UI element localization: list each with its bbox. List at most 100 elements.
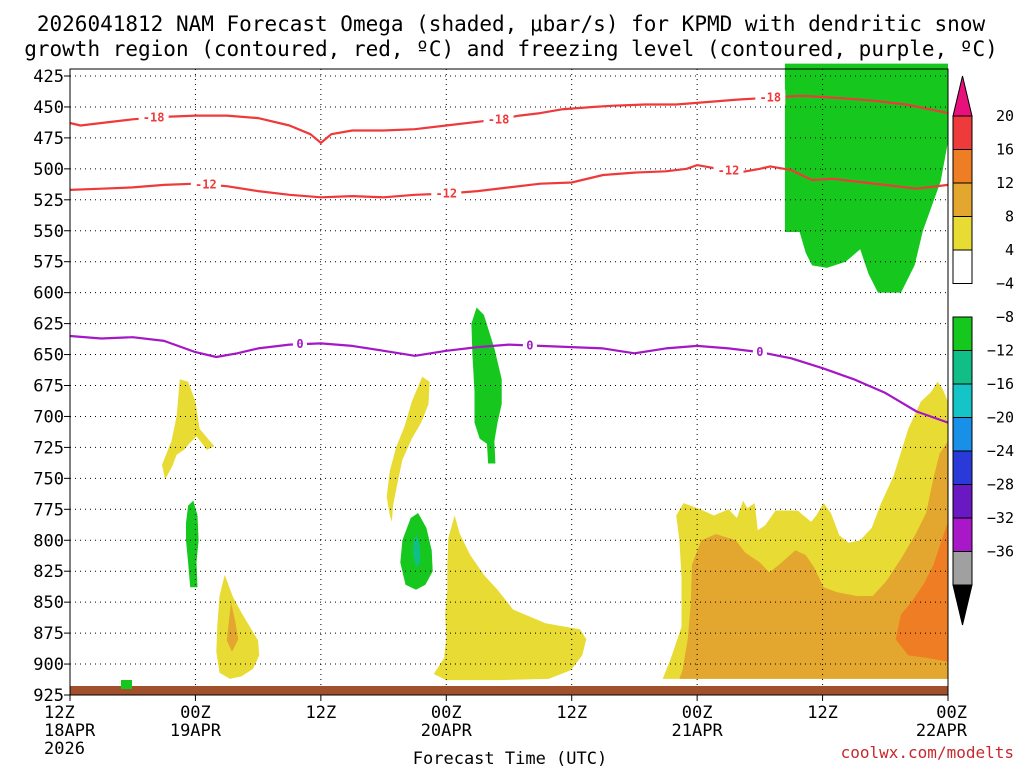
x-tick-label: 12Z bbox=[305, 703, 336, 723]
colorbar-swatch bbox=[952, 316, 973, 351]
contour-label-bg bbox=[292, 336, 307, 352]
colorbar-label: −16 bbox=[987, 375, 1014, 393]
contour-label: 0 bbox=[756, 345, 763, 359]
x-tick-label: 12Z bbox=[807, 703, 838, 723]
colorbar-label: −36 bbox=[987, 543, 1014, 561]
contour-label: -18 bbox=[759, 91, 781, 105]
x-tick-date: 19APR bbox=[170, 721, 222, 741]
x-tick-label: 00Z bbox=[936, 703, 967, 723]
ground-terrain bbox=[70, 686, 948, 695]
colorbar-label: 12 bbox=[996, 174, 1014, 192]
colorbar-swatch bbox=[952, 517, 973, 552]
colorbar-swatch bbox=[952, 216, 973, 251]
contour-label: 0 bbox=[526, 338, 533, 352]
x-tick-date: 21APR bbox=[672, 721, 724, 741]
omega-region-m bbox=[895, 521, 948, 662]
colorbar-swatch bbox=[952, 383, 973, 418]
y-tick-label: 675 bbox=[33, 377, 64, 397]
contour-label-bg bbox=[713, 162, 744, 178]
colorbar: 20 16 12 8 4 −4 −8 −12 −16 −20 −24 −28 −32 −36 bbox=[952, 75, 1014, 626]
chart-title-line1: 2026041812 NAM Forecast Omega (shaded, μ… bbox=[37, 12, 986, 36]
y-tick-label: 575 bbox=[33, 253, 64, 273]
x-tick-date: 22APR bbox=[916, 721, 968, 741]
contour-label-bg bbox=[138, 109, 169, 125]
omega-region-h bbox=[412, 534, 421, 568]
y-tick-label: 475 bbox=[33, 129, 64, 149]
y-axis-ticks: 425 450 475 500 525 550 575 600 625 650 675 700 725 7… bbox=[33, 67, 70, 706]
omega-region-d bbox=[216, 574, 260, 679]
contour-freezing-level bbox=[69, 334, 949, 424]
contour-label: -12 bbox=[195, 178, 217, 192]
contour-label: -18 bbox=[143, 111, 165, 125]
colorbar-label: −20 bbox=[987, 409, 1014, 427]
colorbar-swatch bbox=[952, 249, 973, 284]
x-tick-label: 00Z bbox=[682, 703, 713, 723]
contour-label-bg bbox=[755, 89, 786, 105]
omega-shading-layer bbox=[162, 63, 948, 681]
y-tick-label: 700 bbox=[33, 407, 64, 427]
x-tick-date: 20APR bbox=[421, 721, 473, 741]
colorbar-label: 20 bbox=[996, 107, 1014, 125]
colorbar-label: 4 bbox=[1005, 241, 1014, 259]
omega-region-b bbox=[162, 379, 215, 480]
chart-title-line2: growth region (contoured, red, ºC) and f… bbox=[24, 37, 998, 61]
y-tick-label: 525 bbox=[33, 191, 64, 211]
y-tick-label: 750 bbox=[33, 469, 64, 489]
contour-label-bg bbox=[190, 176, 221, 192]
y-tick-label: 500 bbox=[33, 160, 64, 180]
plot-frame bbox=[69, 68, 949, 696]
small-omega-cell bbox=[121, 680, 132, 689]
x-tick-label: 12Z bbox=[556, 703, 587, 723]
colorbar-swatch bbox=[952, 450, 973, 485]
contour-label: -12 bbox=[718, 164, 740, 178]
contour-label: -12 bbox=[435, 187, 457, 201]
x-tick-date: 18APR bbox=[44, 721, 96, 741]
y-tick-label: 900 bbox=[33, 655, 64, 675]
colorbar-swatch bbox=[952, 417, 973, 452]
x-tick-label: 00Z bbox=[180, 703, 211, 723]
colorbar-label: −32 bbox=[987, 509, 1014, 527]
contour-label: 0 bbox=[296, 337, 303, 351]
x-tick-label: 00Z bbox=[431, 703, 462, 723]
omega-region-c bbox=[186, 500, 199, 588]
omega-region-e bbox=[226, 602, 239, 652]
colorbar-label: −24 bbox=[987, 442, 1014, 460]
y-tick-label: 600 bbox=[33, 284, 64, 304]
y-tick-label: 650 bbox=[33, 346, 64, 366]
colorbar-label: 8 bbox=[1005, 208, 1014, 226]
y-tick-label: 775 bbox=[33, 500, 64, 520]
y-tick-label: 800 bbox=[33, 531, 64, 551]
x-tick-year: 2026 bbox=[44, 739, 85, 759]
colorbar-label: −8 bbox=[996, 308, 1014, 326]
omega-region-f bbox=[386, 376, 430, 522]
y-tick-label: 625 bbox=[33, 315, 64, 335]
colorbar-top-arrow bbox=[952, 75, 973, 117]
y-tick-label: 875 bbox=[33, 624, 64, 644]
omega-region-j bbox=[433, 515, 587, 681]
colorbar-swatch bbox=[952, 149, 973, 184]
contour-label-bg bbox=[522, 337, 537, 353]
y-tick-label: 825 bbox=[33, 562, 64, 582]
y-tick-label: 425 bbox=[33, 67, 64, 87]
colorbar-swatch bbox=[952, 484, 973, 519]
x-axis-label: Forecast Time (UTC) bbox=[413, 749, 607, 768]
y-tick-label: 550 bbox=[33, 222, 64, 242]
colorbar-label: −12 bbox=[987, 342, 1014, 360]
colorbar-bottom-arrow bbox=[952, 584, 973, 626]
y-tick-label: 725 bbox=[33, 438, 64, 458]
y-tick-label: 450 bbox=[33, 98, 64, 118]
contour-label-bg bbox=[431, 185, 462, 201]
credit-text: coolwx.com/modelts bbox=[841, 743, 1014, 762]
colorbar-swatch bbox=[952, 551, 973, 586]
contour-label-bg bbox=[483, 111, 514, 127]
contour-label: -18 bbox=[488, 112, 510, 126]
colorbar-label: −28 bbox=[987, 476, 1014, 494]
colorbar-swatch bbox=[952, 182, 973, 217]
contour-dgz-minus12 bbox=[69, 164, 949, 199]
contour-layer: -18 -18 -18 -12 -12 -12 0 0 0 bbox=[69, 89, 949, 424]
colorbar-swatch bbox=[952, 115, 973, 150]
colorbar-label: 16 bbox=[996, 141, 1014, 159]
omega-region-l bbox=[679, 441, 948, 679]
